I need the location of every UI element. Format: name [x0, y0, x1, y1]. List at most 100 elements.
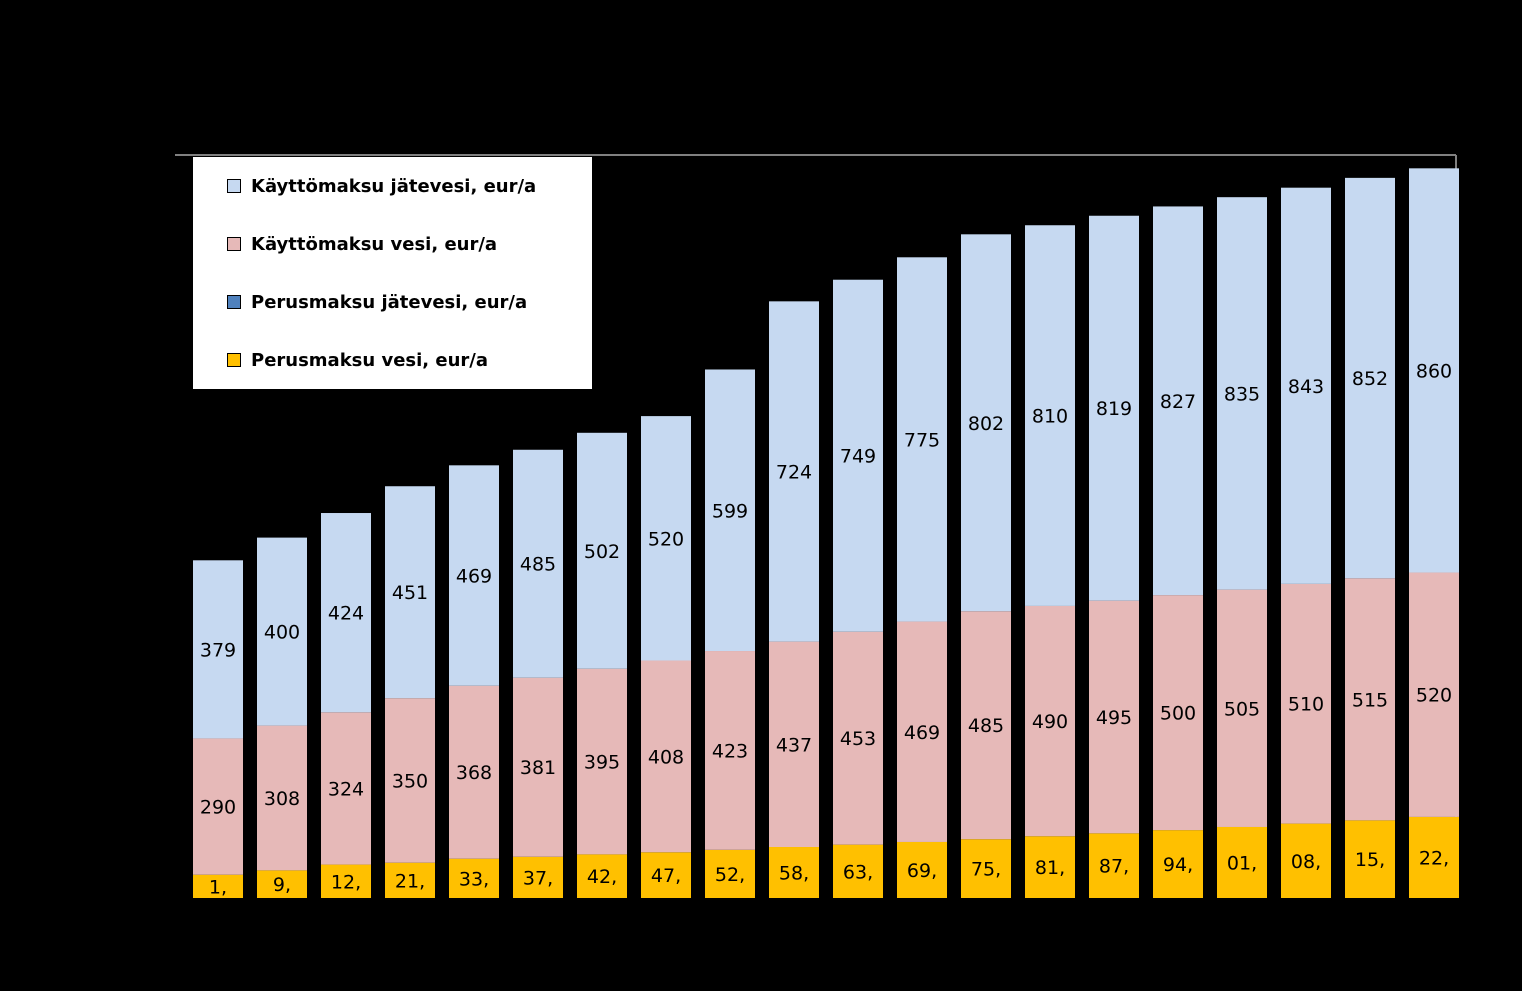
legend-swatch	[227, 237, 241, 251]
data-label-0-7: 47,	[651, 865, 681, 887]
bar-segment-0-7	[641, 852, 691, 898]
data-label-3-3: 451	[392, 582, 428, 604]
bar-segment-3-12	[961, 234, 1011, 612]
data-label-3-1: 400	[264, 622, 300, 644]
data-label-2-5: 381	[520, 757, 556, 779]
data-label-3-7: 520	[648, 528, 684, 550]
bar-segment-3-3	[385, 486, 435, 699]
data-label-0-3: 21,	[395, 870, 425, 892]
legend-swatch	[227, 295, 241, 309]
data-label-3-15: 827	[1160, 391, 1196, 413]
data-label-2-7: 408	[648, 746, 684, 768]
data-label-3-16: 835	[1224, 383, 1260, 405]
legend-item-perusmaksu-jatevesi: Perusmaksu jätevesi, eur/a	[227, 290, 527, 314]
bar-segment-2-1	[257, 725, 307, 871]
bar-segment-3-8	[705, 369, 755, 652]
data-label-0-16: 01,	[1227, 852, 1257, 874]
data-label-2-9: 437	[776, 734, 812, 756]
data-label-3-17: 843	[1288, 376, 1324, 398]
data-label-3-2: 424	[328, 603, 364, 625]
data-label-2-19: 520	[1416, 685, 1452, 707]
data-label-2-14: 495	[1096, 707, 1132, 729]
data-label-2-1: 308	[264, 788, 300, 810]
bar-segment-3-2	[321, 513, 371, 713]
bar-segment-0-16	[1217, 826, 1267, 898]
data-label-0-6: 42,	[587, 866, 617, 888]
bar-segment-0-5	[513, 856, 563, 898]
data-labels-group: 1, 290 379 9, 308 400 12, 324 424 21, 350 451 33, 368…	[200, 360, 1452, 898]
bar-segment-0-2	[321, 864, 371, 898]
bars-group	[193, 168, 1459, 898]
bar-segment-3-6	[577, 432, 627, 669]
data-label-0-2: 12,	[331, 871, 361, 893]
data-label-0-11: 69,	[907, 860, 937, 882]
data-label-0-17: 08,	[1291, 851, 1321, 873]
bar-segment-2-13	[1025, 605, 1075, 837]
legend-label: Perusmaksu vesi, eur/a	[251, 349, 489, 371]
data-label-3-13: 810	[1032, 406, 1068, 428]
bar-segment-3-1	[257, 537, 307, 726]
bar-segment-0-4	[449, 858, 499, 898]
data-label-3-14: 819	[1096, 398, 1132, 420]
bar-segment-2-9	[769, 641, 819, 848]
bar-segment-0-12	[961, 839, 1011, 898]
data-label-3-8: 599	[712, 500, 748, 522]
legend-label: Käyttömaksu jätevesi, eur/a	[251, 175, 537, 197]
bar-segment-0-15	[1153, 830, 1203, 898]
legend-label: Perusmaksu jätevesi, eur/a	[251, 291, 528, 313]
bar-segment-0-6	[577, 854, 627, 898]
data-label-0-13: 81,	[1035, 857, 1065, 879]
bar-segment-2-14	[1089, 600, 1139, 834]
data-label-3-10: 749	[840, 446, 876, 468]
data-label-3-11: 775	[904, 429, 940, 451]
data-label-0-14: 87,	[1099, 856, 1129, 878]
bar-segment-2-6	[577, 668, 627, 855]
bar-segment-3-9	[769, 301, 819, 642]
data-label-0-5: 37,	[523, 867, 553, 889]
data-label-3-6: 502	[584, 541, 620, 563]
bar-segment-2-5	[513, 677, 563, 857]
bar-segment-3-14	[1089, 215, 1139, 601]
data-label-3-12: 802	[968, 413, 1004, 435]
bar-segment-2-4	[449, 685, 499, 859]
data-label-3-0: 379	[200, 639, 236, 661]
bar-segment-3-13	[1025, 225, 1075, 606]
legend-item-perusmaksu-vesi: Perusmaksu vesi, eur/a	[227, 348, 488, 372]
bar-segment-0-10	[833, 844, 883, 898]
bar-segment-3-4	[449, 465, 499, 686]
data-label-2-16: 505	[1224, 698, 1260, 720]
bar-segment-0-9	[769, 847, 819, 898]
data-label-2-0: 290	[200, 797, 236, 819]
bar-segment-0-13	[1025, 836, 1075, 898]
data-label-0-8: 52,	[715, 864, 745, 886]
data-label-3-9: 724	[776, 461, 812, 483]
bar-segment-0-17	[1281, 823, 1331, 898]
bar-segment-3-0	[193, 560, 243, 739]
bar-segment-3-11	[897, 257, 947, 622]
data-label-2-11: 469	[904, 722, 940, 744]
data-label-0-19: 22,	[1419, 847, 1449, 869]
data-label-3-5: 485	[520, 554, 556, 576]
data-label-0-4: 33,	[459, 868, 489, 890]
bar-segment-2-12	[961, 611, 1011, 840]
data-label-2-6: 395	[584, 752, 620, 774]
bar-segment-2-8	[705, 651, 755, 850]
bar-segment-2-10	[833, 631, 883, 845]
data-label-0-10: 63,	[843, 861, 873, 883]
data-label-3-18: 852	[1352, 368, 1388, 390]
data-label-2-8: 423	[712, 740, 748, 762]
bar-segment-0-0	[193, 874, 243, 898]
bar-segment-3-10	[833, 279, 883, 632]
bar-segment-2-11	[897, 621, 947, 842]
bar-segment-0-1	[257, 870, 307, 898]
bar-segment-2-0	[193, 738, 243, 875]
bar-segment-2-18	[1345, 578, 1395, 821]
bar-segment-3-5	[513, 449, 563, 678]
data-label-0-15: 94,	[1163, 854, 1193, 876]
data-label-3-4: 469	[456, 566, 492, 588]
data-label-2-10: 453	[840, 728, 876, 750]
bar-segment-2-19	[1409, 572, 1459, 817]
bar-segment-3-7	[641, 416, 691, 661]
data-label-3-19: 860	[1416, 360, 1452, 382]
legend-item-kayttomaksu-jatevesi: Käyttömaksu jätevesi, eur/a	[227, 174, 536, 198]
